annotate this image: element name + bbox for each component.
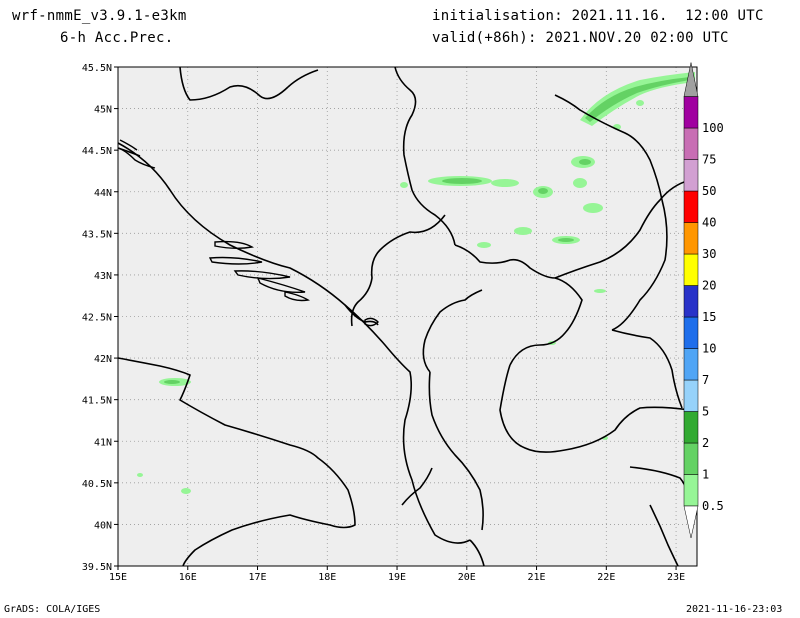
lat-tick-label: 45.5N <box>82 63 112 74</box>
colorbar-segment <box>683 316 699 349</box>
lat-tick-label: 43N <box>94 271 112 282</box>
lon-tick-label: 16E <box>179 572 197 583</box>
colorbar-label: 50 <box>702 184 716 198</box>
field-title: 6-h Acc.Prec. <box>60 30 174 46</box>
colorbar-label: 2 <box>702 436 709 450</box>
colorbar-label: 30 <box>702 247 716 261</box>
colorbar-segment <box>683 96 699 129</box>
colorbar-segment <box>683 127 699 160</box>
lat-lon-grid <box>118 67 697 566</box>
lat-tick-label: 45N <box>94 105 112 116</box>
colorbar-segment <box>683 222 699 255</box>
colorbar-label: 5 <box>702 405 709 419</box>
colorbar-label: 40 <box>702 216 716 230</box>
lat-tick-label: 41N <box>94 437 112 448</box>
lon-tick-label: 20E <box>458 572 476 583</box>
lon-tick-label: 15E <box>109 572 127 583</box>
colorbar-label: 100 <box>702 121 724 135</box>
colorbar-segment <box>683 474 699 507</box>
lon-tick-label: 19E <box>388 572 406 583</box>
colorbar-segment <box>683 159 699 192</box>
lat-tick-label: 44.5N <box>82 146 112 157</box>
colorbar-arrow-top <box>683 62 699 97</box>
lat-tick-label: 40.5N <box>82 479 112 490</box>
colorbar-segment <box>683 253 699 286</box>
colorbar-label: 1 <box>702 468 709 482</box>
precipitation-cores <box>164 77 690 384</box>
colorbar-label: 15 <box>702 310 716 324</box>
colorbar-label: 10 <box>702 342 716 356</box>
colorbar: 0.5 1 2 5 7 10 15 20 30 40 50 75 100 <box>683 62 724 539</box>
colorbar-segment <box>683 348 699 381</box>
colorbar-segment <box>683 379 699 412</box>
footer-credit: GrADS: COLA/IGES <box>4 604 101 615</box>
coastlines-borders <box>117 66 691 567</box>
lon-tick-label: 18E <box>318 572 336 583</box>
footer-timestamp: 2021-11-16-23:03 <box>686 604 783 615</box>
valid-time: valid(+86h): 2021.NOV.20 02:00 UTC <box>432 30 729 46</box>
colorbar-arrow-bottom <box>683 505 699 539</box>
lon-tick-label: 21E <box>528 572 546 583</box>
lat-tick-label: 44N <box>94 188 112 199</box>
colorbar-label: 7 <box>702 373 709 387</box>
lat-tick-label: 39.5N <box>82 562 112 573</box>
lat-tick-label: 43.5N <box>82 229 112 240</box>
colorbar-segment <box>683 190 699 223</box>
lat-tick-label: 40N <box>94 520 112 531</box>
lat-tick-label: 41.5N <box>82 396 112 407</box>
colorbar-label: 75 <box>702 153 716 167</box>
colorbar-label: 20 <box>702 279 716 293</box>
colorbar-segment <box>683 411 699 444</box>
model-title: wrf-nmmE_v3.9.1-e3km <box>12 8 187 24</box>
axis-ticks: 15E 16E 17E 18E 19E 20E 21E 22E 23E 39.5N 40N 40.5N… <box>82 63 685 583</box>
lon-tick-label: 17E <box>248 572 266 583</box>
colorbar-segment <box>683 285 699 318</box>
init-time: initialisation: 2021.11.16. 12:00 UTC <box>432 8 764 24</box>
colorbar-segment <box>683 442 699 475</box>
lon-tick-label: 22E <box>597 572 615 583</box>
lat-tick-label: 42N <box>94 354 112 365</box>
lon-tick-label: 23E <box>667 572 685 583</box>
colorbar-label: 0.5 <box>702 499 724 513</box>
lat-tick-label: 42.5N <box>82 313 112 324</box>
islands <box>117 139 379 327</box>
